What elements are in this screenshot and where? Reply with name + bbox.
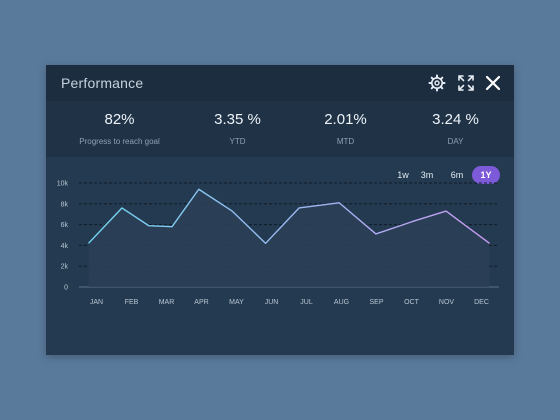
stats-row: 82% Progress to reach goal 3.35 % YTD 2.… (46, 101, 514, 157)
x-tick-label: JUN (265, 299, 279, 306)
x-tick-label: NOV (439, 299, 455, 306)
close-icon[interactable] (484, 74, 502, 92)
stat-mtd-label: MTD (336, 137, 355, 146)
gear-icon[interactable] (428, 74, 446, 92)
y-tick-label: 8k (61, 201, 69, 208)
x-tick-label: MAR (159, 299, 175, 306)
series-line (87, 188, 490, 245)
performance-window: Performance (46, 65, 514, 355)
stat-ytd-label: YTD (229, 137, 246, 146)
y-tick-label: 0 (64, 285, 68, 292)
y-tick-label: 4k (61, 243, 69, 250)
range-button-6m[interactable]: 6m (450, 170, 464, 180)
x-tick-label: SEP (369, 299, 383, 306)
series-area (88, 189, 490, 287)
window-title: Performance (61, 75, 144, 91)
y-tick-label: 10k (57, 181, 69, 188)
performance-line-chart: 0 2k 4k 6k 8k 10k JAN FEB MAR APR MAY JUN JUL AUG SEP O… (57, 181, 499, 306)
range-button-3m[interactable]: 3m (420, 170, 434, 180)
expand-icon[interactable] (457, 74, 475, 92)
window-titlebar: Performance (46, 65, 514, 101)
x-tick-label: JUL (300, 299, 313, 306)
chart-panel: 1w 3m 6m 1Y 0 2k 4k 6k 8k 10k JAN FEB MAR APR MAY J… (46, 157, 514, 355)
range-button-1w[interactable]: 1w (397, 170, 409, 180)
stat-mtd: 2.01% MTD (287, 101, 404, 157)
stat-progress-value: 82% (104, 111, 135, 128)
y-tick-label: 6k (61, 222, 69, 229)
x-tick-label: APR (194, 299, 208, 306)
stat-mtd-value: 2.01% (324, 111, 367, 128)
x-tick-label: MAY (229, 299, 244, 306)
stat-day: 3.24 % DAY (397, 101, 514, 157)
x-tick-label: FEB (125, 299, 139, 306)
stat-ytd-value: 3.35 % (214, 111, 261, 128)
x-tick-label: DEC (474, 299, 489, 306)
x-tick-label: OCT (404, 299, 420, 306)
range-button-1y[interactable]: 1Y (472, 166, 500, 184)
stat-progress: 82% Progress to reach goal (61, 101, 178, 157)
y-tick-label: 2k (61, 264, 69, 271)
x-tick-label: JAN (90, 299, 103, 306)
stat-progress-label: Progress to reach goal (79, 137, 160, 146)
x-tick-label: AUG (334, 299, 349, 306)
stat-day-value: 3.24 % (432, 111, 479, 128)
stat-day-label: DAY (447, 137, 464, 146)
stat-ytd: 3.35 % YTD (179, 101, 296, 157)
